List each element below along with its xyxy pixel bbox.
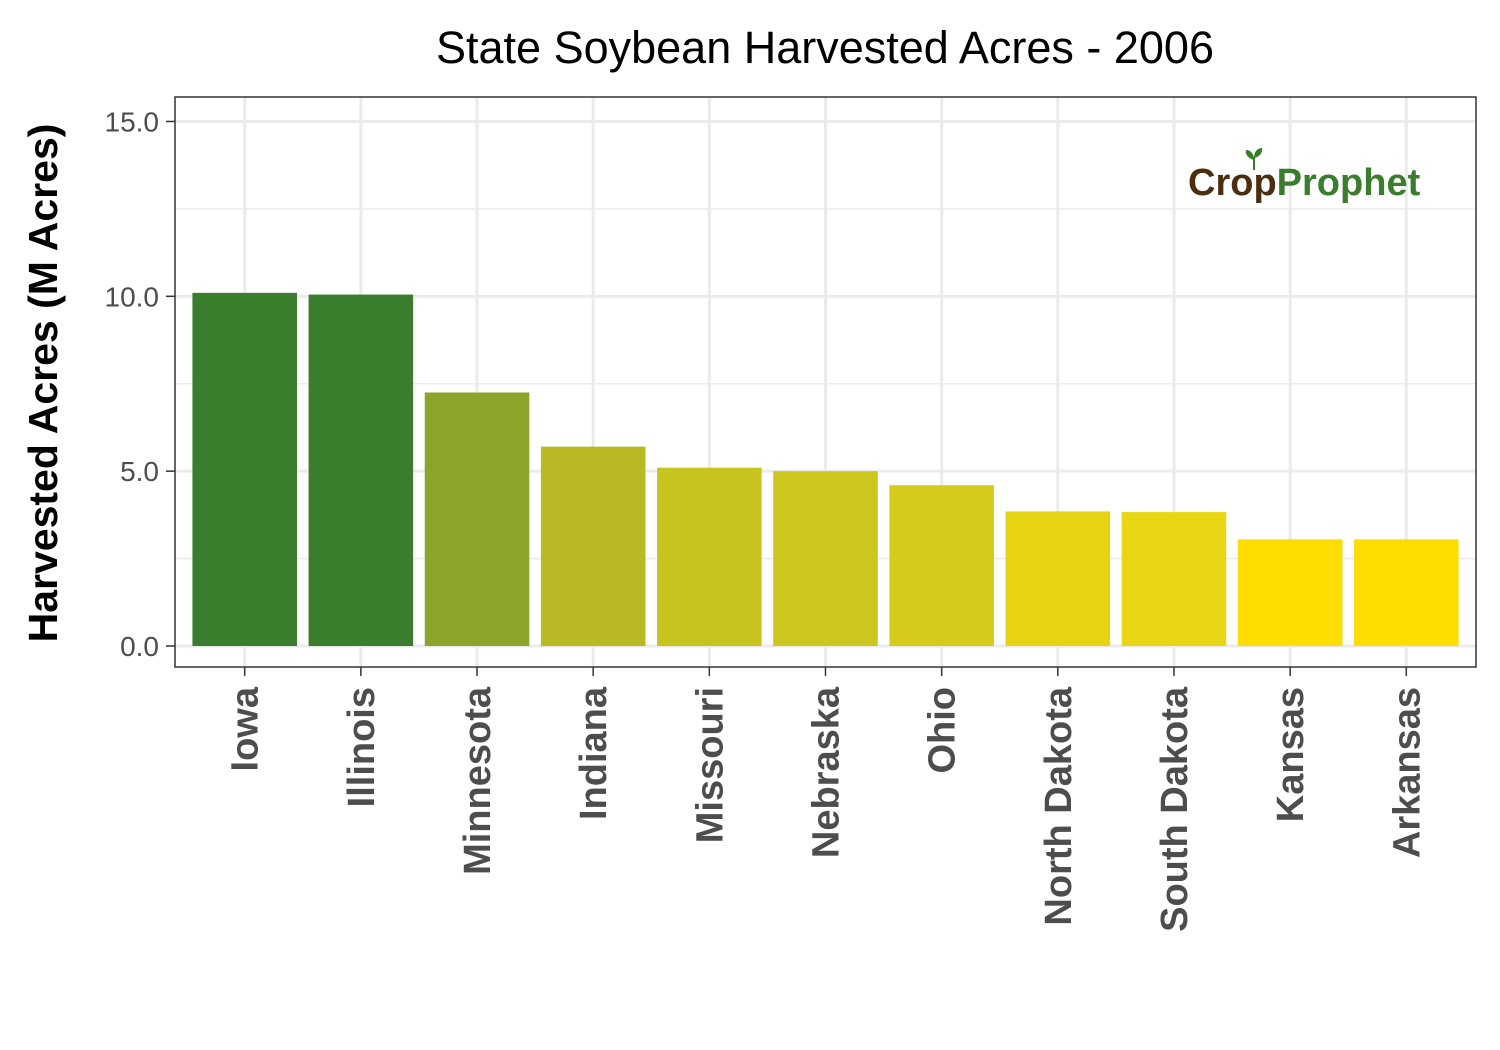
logo-sprout-o: o xyxy=(1230,162,1253,204)
y-tick-label: 10.0 xyxy=(105,281,160,312)
svg-text:CropProphet: CropProphet xyxy=(1188,162,1421,204)
bar-nebraska xyxy=(773,471,878,647)
x-tick-label: South Dakota xyxy=(1154,686,1196,932)
x-tick-label: North Dakota xyxy=(1038,686,1080,925)
logo-text-crop-start: Cr xyxy=(1188,162,1230,204)
x-tick-label: Missouri xyxy=(689,687,731,843)
bar-kansas xyxy=(1237,539,1343,647)
bar-indiana xyxy=(540,446,646,647)
y-axis-label: Harvested Acres (M Acres) xyxy=(20,124,66,643)
bar-south-dakota xyxy=(1121,512,1227,647)
bar-iowa xyxy=(192,292,297,647)
bars xyxy=(192,292,1459,647)
x-tick-label: Ohio xyxy=(922,687,964,774)
x-tick-label: Illinois xyxy=(341,687,383,807)
x-tick-label: Iowa xyxy=(225,686,267,771)
logo-text-crop-end: p xyxy=(1253,162,1276,204)
y-tick-label: 15.0 xyxy=(105,106,160,137)
logo-text-prophet: Prophet xyxy=(1277,162,1421,204)
bar-ohio xyxy=(889,485,994,647)
bar-arkansas xyxy=(1354,539,1459,647)
sprout-icon xyxy=(1245,148,1263,170)
bar-north-dakota xyxy=(1005,511,1111,647)
y-tick-label: 0.0 xyxy=(120,631,159,662)
y-tick-label: 5.0 xyxy=(120,456,159,487)
x-tick-label: Arkansas xyxy=(1386,687,1428,858)
x-tick-label: Minnesota xyxy=(457,686,499,875)
x-axis-ticks: Iowa Illinois Minnesota Indiana Missouri Nebr… xyxy=(225,667,1428,932)
y-axis-ticks: 0.0 5.0 10.0 15.0 xyxy=(105,106,175,662)
chart-title: State Soybean Harvested Acres - 2006 xyxy=(436,22,1214,73)
bar-minnesota xyxy=(424,392,530,647)
x-tick-label: Indiana xyxy=(573,686,615,820)
x-tick-label: Kansas xyxy=(1270,687,1312,822)
x-tick-label: Nebraska xyxy=(806,686,848,858)
bar-illinois xyxy=(308,294,414,647)
bar-missouri xyxy=(657,467,762,647)
cropprophet-logo: CropProphet xyxy=(1188,148,1421,204)
